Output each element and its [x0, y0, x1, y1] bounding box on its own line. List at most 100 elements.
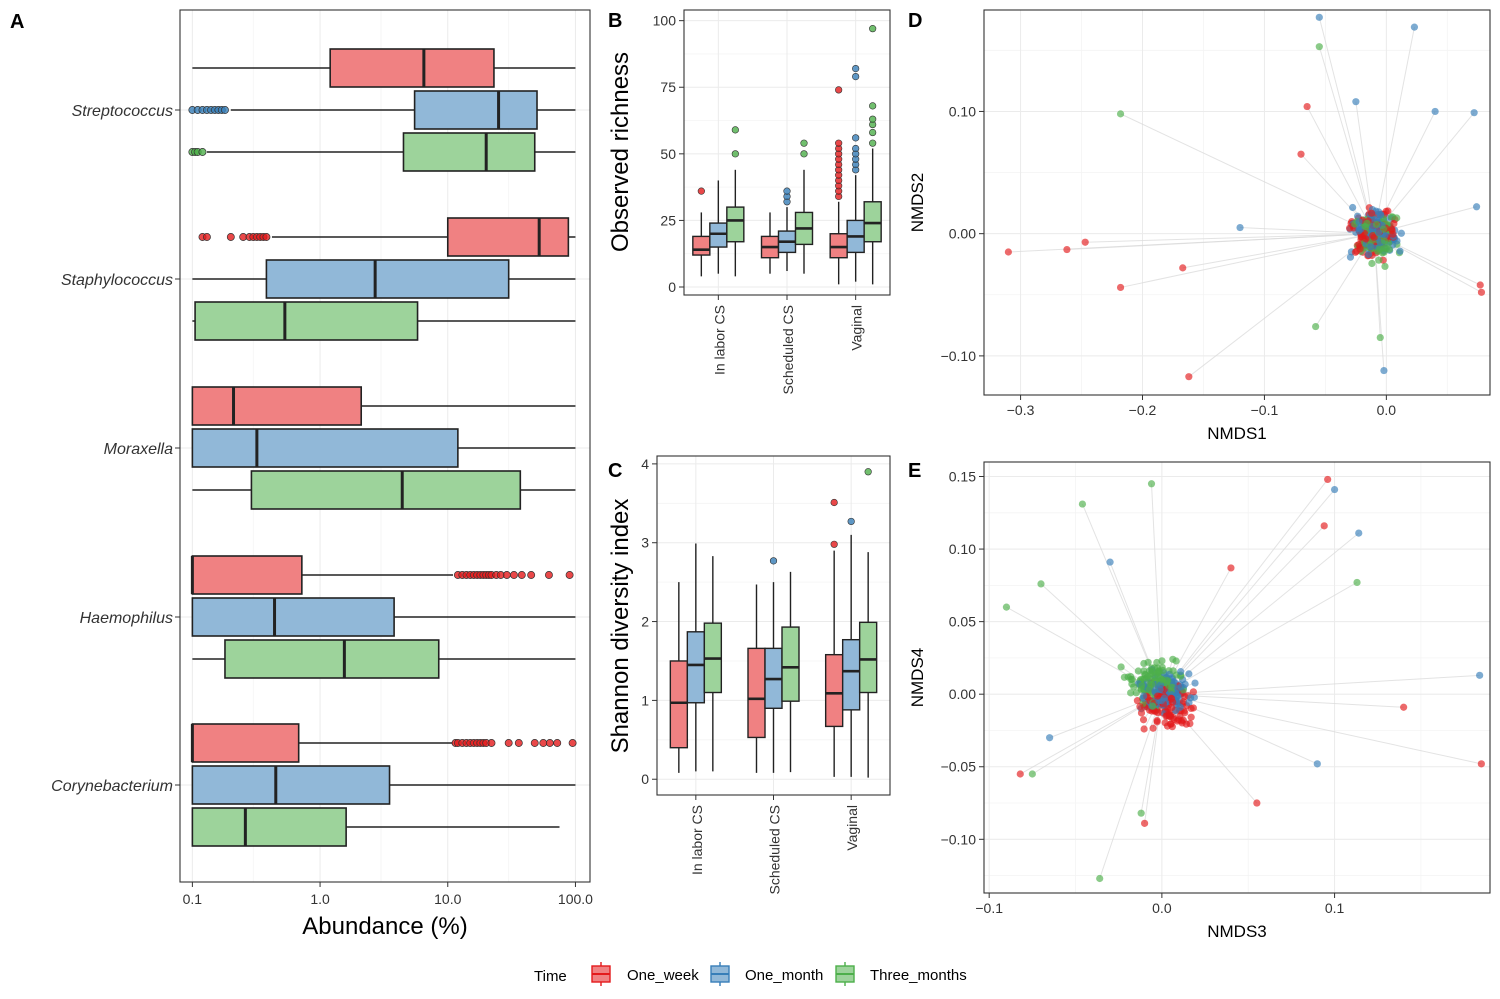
point-three-months	[1388, 213, 1396, 221]
box-in-labor-cs-one-week	[669, 660, 689, 749]
x-tick-label-scheduled-cs: Scheduled CS	[767, 805, 783, 895]
outlier-vaginal-three-months	[869, 139, 877, 147]
point-three-months	[1372, 220, 1381, 229]
spider-line	[1161, 693, 1404, 708]
point-one-week	[1163, 722, 1172, 730]
box-in-labor-cs-one-week	[692, 235, 711, 256]
spider-line	[1161, 674, 1480, 695]
point-three-months	[1078, 500, 1087, 508]
panel-d-nmds12-scatter: −0.3 −0.2 −0.1 0.0 −0.10 0.00 0.10 NMDS1 NMDS2	[908, 9, 1491, 443]
outlier-scheduled-cs-one-month	[769, 557, 778, 565]
point-one-week	[1004, 248, 1012, 256]
point-one-month	[1330, 485, 1339, 494]
panel-background	[984, 462, 1490, 893]
point-one-week	[1476, 281, 1484, 289]
point-one-week	[1169, 698, 1177, 706]
point-three-months	[1380, 237, 1389, 245]
point-three-months	[1148, 680, 1156, 688]
point-one-week	[1189, 688, 1197, 696]
legend-label-one-week: One_week	[627, 967, 699, 984]
outlier-staphylococcus-one-week	[202, 233, 211, 241]
spider-line	[1161, 582, 1358, 695]
y-tick-label: 1	[641, 692, 649, 708]
panel-label-e: E	[908, 460, 921, 482]
spider-line	[1099, 694, 1163, 879]
point-one-week	[1369, 232, 1377, 240]
outlier-streptococcus-three-months	[198, 148, 207, 156]
point-one-week	[1153, 718, 1161, 726]
point-one-month	[1472, 203, 1481, 211]
y-tick-label: 0	[668, 279, 676, 295]
box-streptococcus-three-months	[402, 132, 536, 172]
x-tick-label-in-labor-cs: In labor CS	[711, 305, 727, 375]
panel-e-nmds34-scatter: −0.1 0.0 0.1 −0.10 −0.05 0.00 0.05 0.10 0.15 NMDS…	[908, 461, 1491, 941]
y-tick-label: 2	[641, 614, 649, 630]
outlier-vaginal-one-week	[835, 139, 843, 147]
x-tick-label: 0.1	[183, 891, 203, 907]
point-one-month	[1187, 694, 1195, 702]
panel-a-abundance-boxplot: Streptococcus Staphylococcus Moraxella Haem…	[51, 9, 593, 940]
panel-border	[656, 455, 891, 796]
box-corynebacterium-one-month	[191, 765, 391, 805]
point-three-months	[1381, 262, 1389, 271]
point-one-week	[1179, 264, 1187, 272]
spider-line	[1240, 227, 1375, 235]
spider-line	[1161, 525, 1325, 695]
panel-label-a: A	[10, 11, 24, 33]
box-moraxella-one-week	[191, 386, 363, 426]
x-tick-label: −0.2	[1129, 402, 1157, 418]
point-three-months	[1130, 683, 1138, 691]
point-one-month	[1046, 734, 1054, 742]
point-one-month	[1185, 670, 1193, 678]
x-tick-label: 0.0	[1377, 402, 1397, 418]
x-tick-label: −0.3	[1007, 402, 1035, 418]
x-tick-label: 0.0	[1152, 900, 1172, 916]
point-one-month	[1349, 203, 1357, 212]
outlier-vaginal-three-months	[869, 128, 877, 137]
legend-title: Time	[534, 968, 567, 985]
point-one-week	[1320, 522, 1328, 530]
point-three-months	[1169, 655, 1177, 663]
point-one-month	[1160, 694, 1168, 702]
outlier-haemophilus-one-week	[502, 571, 511, 579]
y-axis-title: Shannon diversity index	[607, 499, 634, 754]
point-one-week	[1137, 709, 1146, 717]
genus-label-moraxella: Moraxella	[104, 441, 173, 458]
point-one-month	[1355, 529, 1363, 537]
x-axis-title: NMDS3	[1207, 922, 1267, 941]
point-one-week	[1173, 717, 1181, 725]
outlier-haemophilus-one-week	[544, 571, 553, 579]
box-moraxella-three-months	[250, 470, 522, 510]
box-staphylococcus-three-months	[194, 301, 419, 341]
outlier-corynebacterium-one-week	[539, 739, 548, 747]
legend-label-three-months: Three_months	[870, 967, 967, 984]
point-one-month	[1355, 218, 1363, 226]
box-in-labor-cs-three-months	[726, 206, 745, 243]
point-one-month	[1380, 366, 1388, 375]
y-tick-label: −0.05	[941, 759, 977, 775]
spider-line	[1182, 233, 1375, 269]
point-one-week	[1139, 716, 1148, 724]
spider-line	[1120, 233, 1375, 288]
point-three-months	[1361, 223, 1369, 231]
box-vaginal-three-months	[858, 621, 878, 694]
point-one-month	[1173, 684, 1181, 693]
point-one-month	[1346, 253, 1355, 261]
outlier-corynebacterium-one-week	[545, 739, 554, 747]
y-tick-label: 50	[660, 146, 676, 162]
spider-line	[1161, 693, 1482, 765]
spider-line	[1318, 17, 1375, 234]
box-haemophilus-one-week	[191, 555, 303, 595]
outlier-scheduled-cs-one-month	[783, 187, 791, 195]
spider-line	[1373, 27, 1415, 234]
y-tick-label: 0.10	[949, 103, 976, 119]
box-staphylococcus-one-week	[446, 217, 570, 257]
y-axis-title: NMDS2	[908, 173, 927, 233]
outlier-vaginal-one-month	[852, 72, 860, 81]
outlier-haemophilus-one-week	[527, 571, 536, 579]
point-three-months	[1002, 603, 1011, 611]
point-three-months	[1116, 110, 1125, 118]
panel-border	[983, 461, 1491, 894]
box-in-labor-cs-one-month	[709, 222, 728, 248]
